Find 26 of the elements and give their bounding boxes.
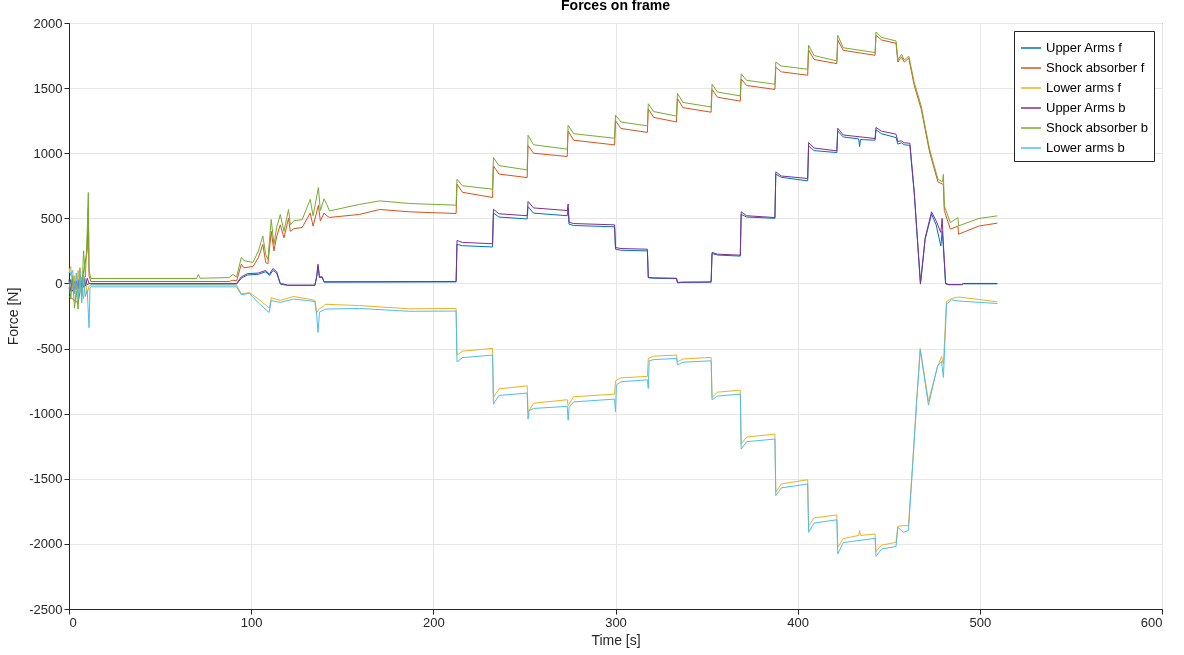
y-tick-label: -2500 [29,601,63,617]
x-tick-label: 300 [605,614,627,630]
legend-label: Lower arms b [1046,140,1125,155]
x-tick-label: 0 [69,614,77,630]
x-tick-label: 200 [422,614,445,630]
x-tick-label: 400 [787,614,810,630]
y-tick-label: 0 [55,275,63,291]
legend-label: Lower arms f [1046,80,1122,95]
x-tick-label: 100 [240,614,263,630]
legend-label: Upper Arms b [1046,100,1126,115]
x-axis-title: Time [s] [591,631,641,648]
y-tick-label: -500 [36,341,63,357]
x-tick-label: 500 [969,614,992,630]
x-tick-label: 600 [1140,614,1163,630]
y-tick-label: -2000 [29,536,63,552]
legend-label: Shock absorber f [1046,60,1145,75]
y-axis-title: Force [N] [5,287,22,346]
y-tick-label: 2000 [33,15,63,31]
y-tick-label: -1000 [29,406,63,422]
y-tick-label: 1500 [33,80,63,96]
y-tick-label: -1500 [29,471,63,487]
chart-title: Forces on frame [561,0,671,13]
y-tick-label: 1000 [33,145,63,161]
legend-label: Upper Arms f [1046,40,1123,55]
legend-label: Shock absorber b [1046,120,1148,135]
y-tick-label: 500 [40,210,63,226]
